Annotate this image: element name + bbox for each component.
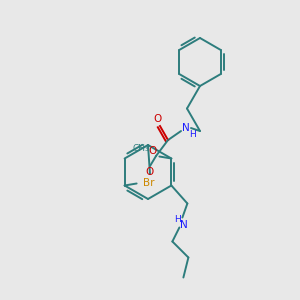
Text: H: H xyxy=(174,215,181,224)
Text: Br: Br xyxy=(143,178,154,188)
Text: N: N xyxy=(179,220,187,230)
Text: H: H xyxy=(189,130,195,139)
Text: N: N xyxy=(182,123,190,133)
Text: CH₃: CH₃ xyxy=(132,144,149,153)
Text: O: O xyxy=(146,167,154,177)
Text: O: O xyxy=(154,114,162,124)
Text: O: O xyxy=(148,146,157,157)
